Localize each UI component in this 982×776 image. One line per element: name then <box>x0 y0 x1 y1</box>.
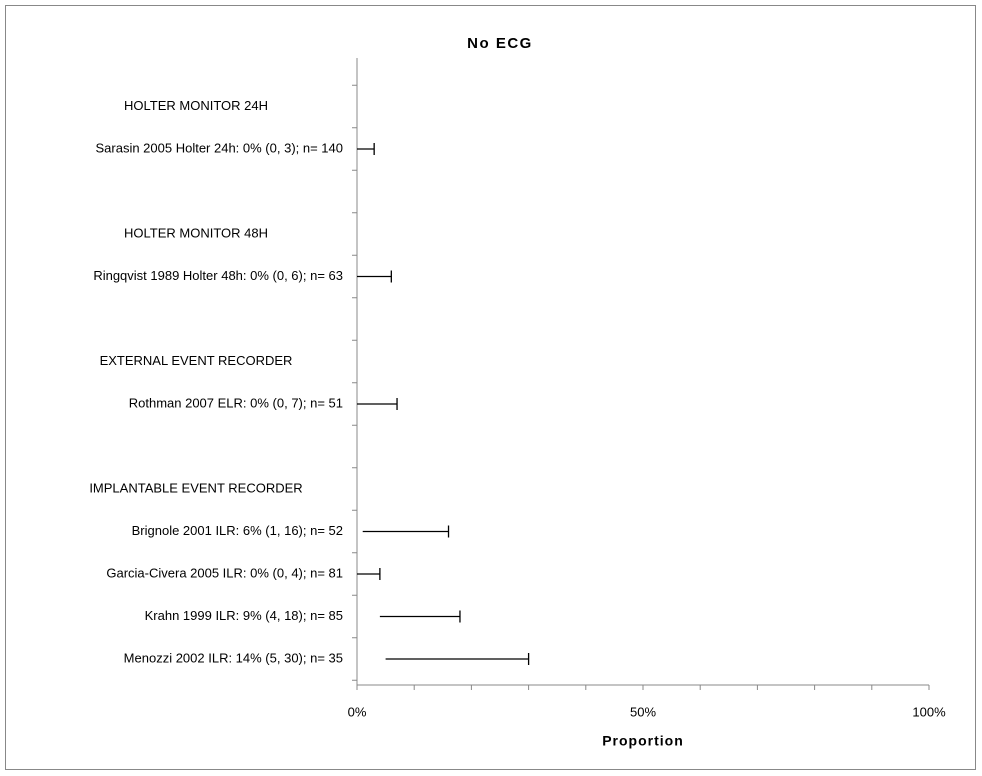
x-tick-label: 50% <box>630 704 656 719</box>
group-label: HOLTER MONITOR 48H <box>124 225 268 240</box>
study-label: Brignole 2001 ILR: 6% (1, 16); n= 52 <box>132 523 343 538</box>
group-label: IMPLANTABLE EVENT RECORDER <box>89 480 302 495</box>
chart-title: No ECG <box>467 35 533 52</box>
study-label: Rothman 2007 ELR: 0% (0, 7); n= 51 <box>129 395 343 410</box>
x-axis-label: Proportion <box>602 733 684 749</box>
x-tick-label: 100% <box>912 704 946 719</box>
x-tick-label: 0% <box>348 704 367 719</box>
study-label: Menozzi 2002 ILR: 14% (5, 30); n= 35 <box>124 650 343 665</box>
group-label: EXTERNAL EVENT RECORDER <box>100 353 293 368</box>
study-label: Garcia-Civera 2005 ILR: 0% (0, 4); n= 81 <box>106 565 343 580</box>
study-label: Krahn 1999 ILR: 9% (4, 18); n= 85 <box>145 608 343 623</box>
study-label: Sarasin 2005 Holter 24h: 0% (0, 3); n= 1… <box>95 140 343 155</box>
study-label: Ringqvist 1989 Holter 48h: 0% (0, 6); n=… <box>93 268 343 283</box>
chart-border <box>5 5 976 770</box>
group-label: HOLTER MONITOR 24H <box>124 98 268 113</box>
